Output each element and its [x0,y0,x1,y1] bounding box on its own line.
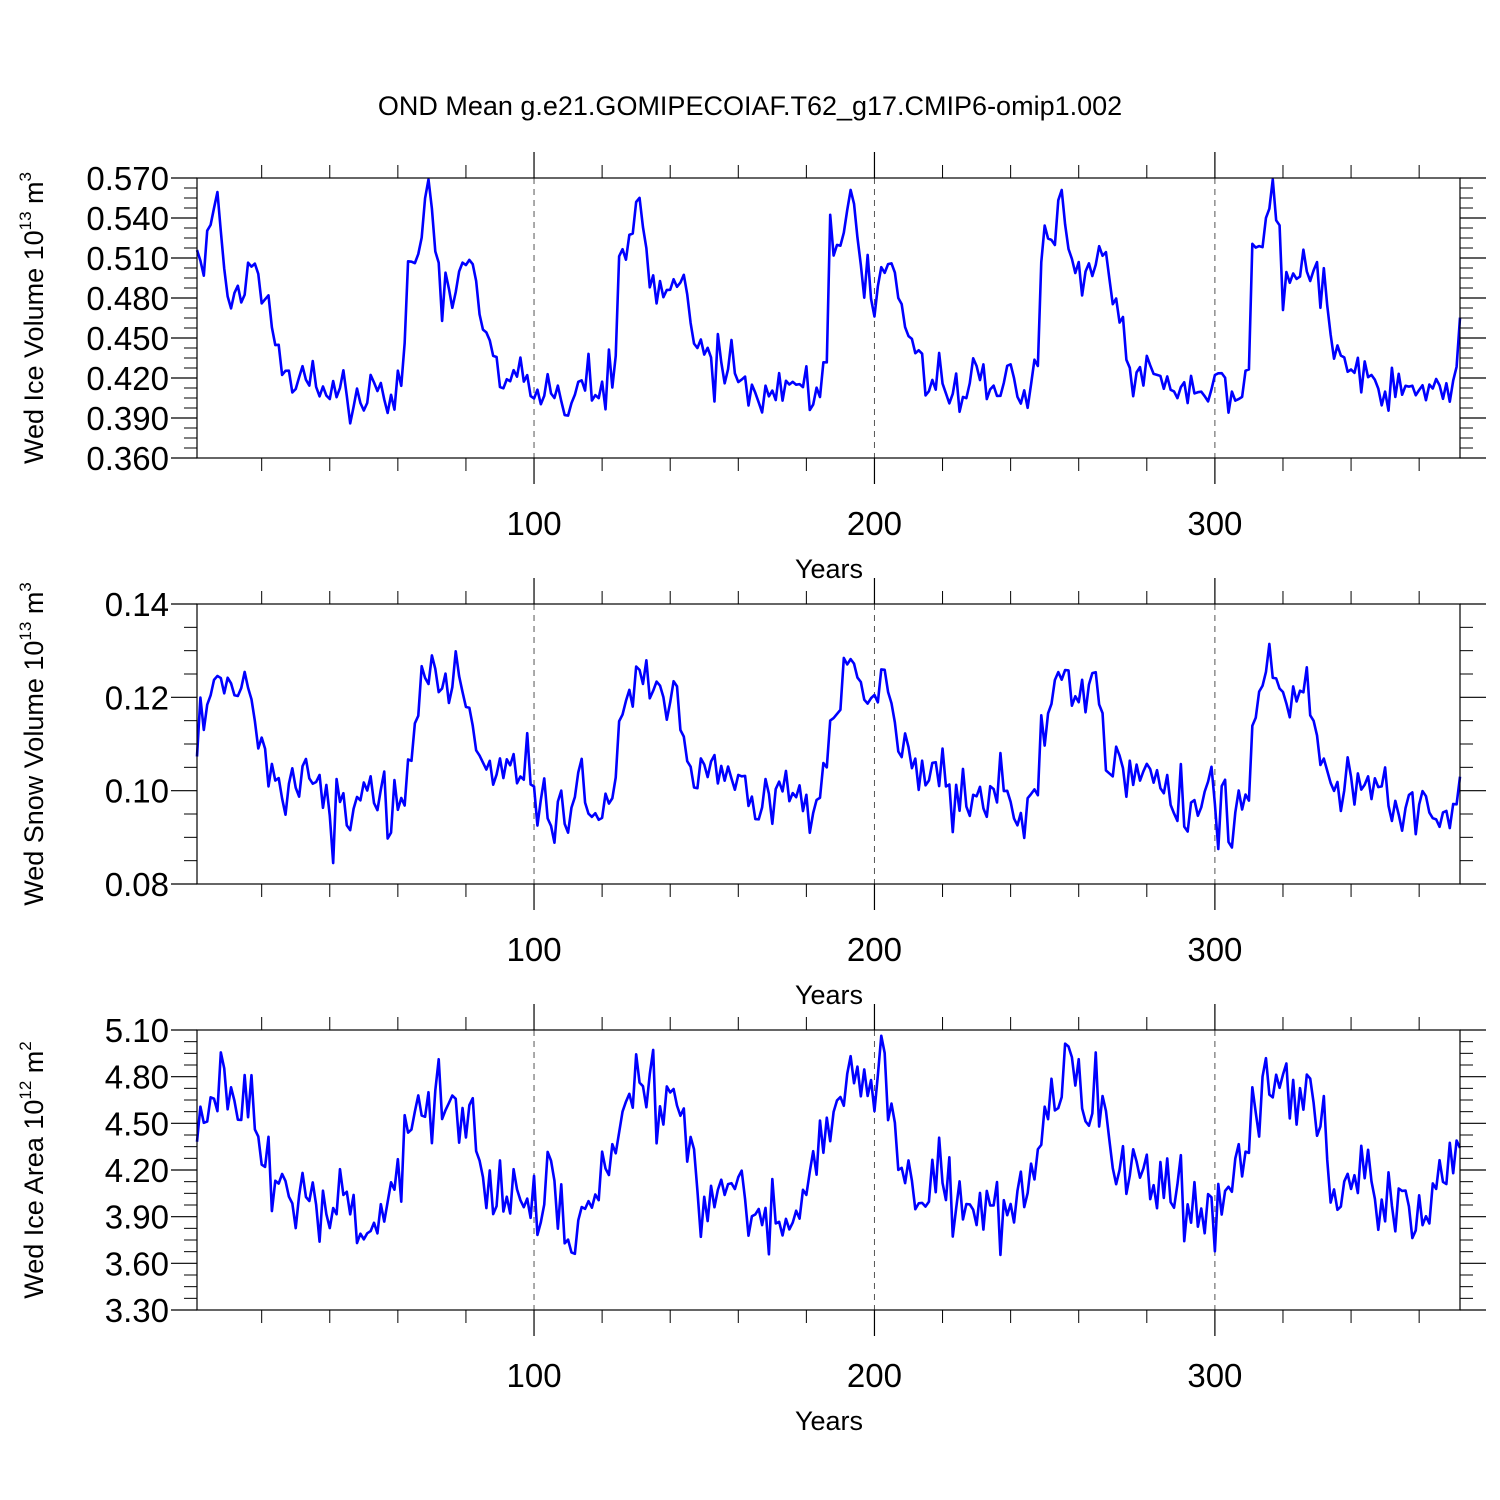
series-line [195,1034,1462,1257]
y-tick-label: 4.50 [105,1105,169,1142]
y-tick-label: 4.80 [105,1059,169,1096]
y-tick-label: 0.360 [86,440,169,477]
x-tick-label: 200 [847,505,902,542]
y-tick-label: 0.420 [86,360,169,397]
y-axis-label-main: Wed Snow Volume 10 [19,641,49,906]
y-axis-label-exp: 12 [16,1081,35,1100]
y-tick-label: 4.20 [105,1152,169,1189]
y-tick-label: 5.10 [105,1012,169,1049]
y-axis-label: Wed Ice Area 1012 m2 [16,1041,49,1299]
y-axis-label: Wed Snow Volume 1013 m3 [16,582,49,906]
x-tick-label: 100 [506,931,561,968]
panel-wed-ice-area: 3.30 3.60 3.90 4.20 4.50 4.80 5.10 100 200 300 Yea… [16,1004,1486,1436]
x-tick-label: 300 [1187,931,1242,968]
figure-title: OND Mean g.e21.GOMIPECOIAF.T62_g17.CMIP6… [378,91,1122,121]
x-tick-label: 200 [847,1357,902,1394]
y-axis-label-unit: m [19,1051,49,1081]
y-tick-label: 0.390 [86,400,169,437]
x-axis-label: Years [795,554,863,584]
y-tick-label: 0.08 [105,866,169,903]
panel-wed-ice-volume: 0.3600.3900.4200.4500.4800.5100.5400.570… [16,152,1486,584]
y-tick-label: 0.12 [105,679,169,716]
x-axis-label: Years [795,980,863,1010]
y-tick-label: 3.30 [105,1292,169,1329]
y-axis-label-unit-exp: 3 [16,582,35,591]
y-axis-label: Wed Ice Volume 1013 m3 [16,172,49,464]
y-axis-label-exp: 13 [16,622,35,641]
y-tick-label: 0.14 [105,586,169,623]
y-axis-label-unit: m [19,592,49,622]
x-tick-label: 100 [506,505,561,542]
y-tick-label: 3.90 [105,1199,169,1236]
y-tick-label: 0.450 [86,320,169,357]
x-tick-label: 300 [1187,1357,1242,1394]
x-axis-label: Years [795,1406,863,1436]
panels: 0.3600.3900.4200.4500.4800.5100.5400.570… [16,152,1486,1436]
y-tick-label: 0.480 [86,280,169,317]
y-axis-label-main: Wed Ice Volume 10 [19,230,49,464]
y-axis-label-main: Wed Ice Area 10 [19,1100,49,1299]
x-tick-label: 300 [1187,505,1242,542]
x-tick-label: 100 [506,1357,561,1394]
y-axis-label-exp: 13 [16,211,35,230]
y-axis-label-unit: m [19,181,49,211]
y-tick-label: 3.60 [105,1245,169,1282]
y-axis-label-unit-exp: 2 [16,1041,35,1050]
series-line [195,178,1462,425]
y-axis-label-unit-exp: 3 [16,172,35,181]
y-tick-label: 0.10 [105,773,169,810]
panel-wed-snow-volume: 0.08 0.10 0.12 0.14 100 200 300 Years Wed Snow V… [16,578,1486,1010]
y-tick-label: 0.540 [86,200,169,237]
y-tick-label: 0.570 [86,160,169,197]
y-tick-label: 0.510 [86,240,169,277]
series-line [195,642,1462,865]
x-tick-label: 200 [847,931,902,968]
plot-frame [196,1029,1461,1311]
